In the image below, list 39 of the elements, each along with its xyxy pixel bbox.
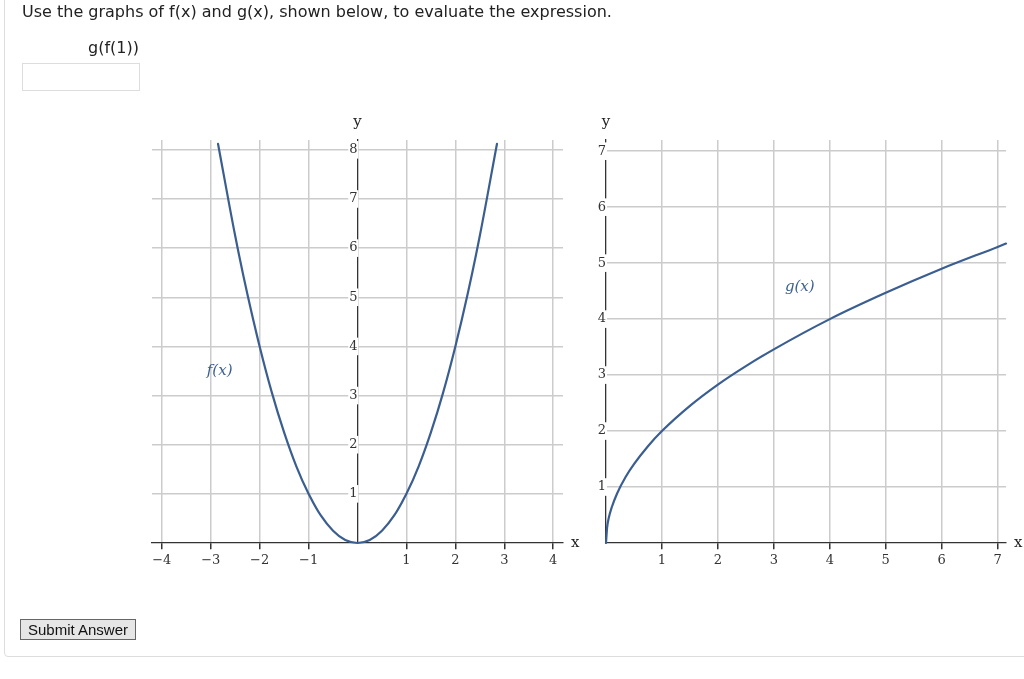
x-tick-label: 6 xyxy=(937,552,946,568)
y-tick-label: 4 xyxy=(349,337,358,353)
chart-subtitle: g(f(1)) xyxy=(88,38,139,57)
x-tick-label: −4 xyxy=(152,552,172,568)
y-axis-title: y xyxy=(600,111,611,130)
y-tick-label: 8 xyxy=(349,141,358,157)
y-tick-label: 2 xyxy=(597,422,606,438)
x-tick-label: 7 xyxy=(993,552,1002,568)
y-tick-label: 7 xyxy=(597,142,606,158)
y-tick-label: 3 xyxy=(349,386,358,402)
y-tick-label: 5 xyxy=(349,288,358,304)
y-tick-label: 5 xyxy=(597,254,606,270)
series-label: f(x) xyxy=(205,361,233,380)
chart-title: Use the graphs of f(x) and g(x), shown below, to evaluate the expression. xyxy=(22,2,612,21)
y-tick-label: 7 xyxy=(349,190,358,206)
x-tick-label: 2 xyxy=(451,552,460,568)
x-tick-label: −2 xyxy=(250,552,270,568)
x-tick-label: −1 xyxy=(298,552,319,568)
y-tick-label: 6 xyxy=(349,239,358,255)
x-tick-label: 3 xyxy=(769,552,778,568)
x-axis-title: x xyxy=(571,532,580,551)
y-tick-label: 2 xyxy=(349,436,358,452)
x-tick-label: 5 xyxy=(881,552,890,568)
text: Submit Answer xyxy=(20,619,137,640)
y-tick-label: 3 xyxy=(597,366,606,382)
y-axis-title: y xyxy=(352,111,363,130)
x-tick-label: 2 xyxy=(713,552,723,568)
x-tick-label: 1 xyxy=(402,552,411,568)
x-axis-title: x xyxy=(1014,532,1023,551)
x-tick-label: 1 xyxy=(657,552,667,568)
x-tick-label: −3 xyxy=(201,552,221,568)
y-tick-label: 1 xyxy=(349,485,358,501)
x-tick-label: 4 xyxy=(825,552,834,568)
series-label: g(x) xyxy=(784,277,815,295)
x-tick-label: 3 xyxy=(500,552,509,568)
x-tick-label: 4 xyxy=(549,552,558,568)
y-tick-label: 1 xyxy=(597,478,606,494)
y-tick-label: 6 xyxy=(597,198,606,214)
y-tick-label: 4 xyxy=(597,310,606,326)
